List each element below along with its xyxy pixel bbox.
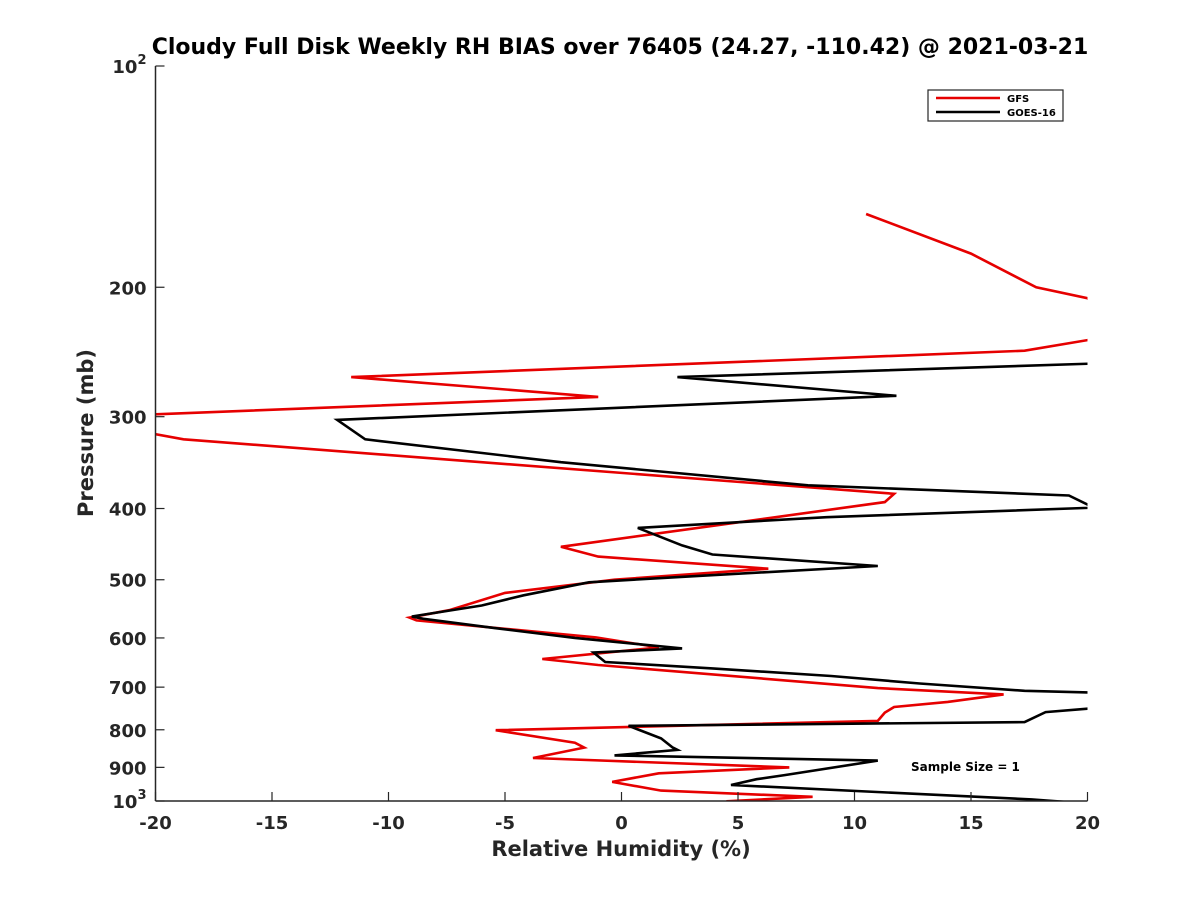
legend-box [927, 89, 1064, 122]
y-tick-label-base: 900 [109, 758, 147, 779]
x-tick-label: -5 [495, 813, 515, 834]
x-tick-label: -20 [139, 813, 172, 834]
y-tick-label-base: 700 [109, 678, 147, 699]
x-tick-label: 0 [615, 813, 628, 834]
y-tick-label: 500 [109, 571, 147, 592]
series-line-gfs [155, 212, 1088, 801]
y-tick-label: 103 [112, 788, 146, 813]
y-tick-label: 900 [109, 758, 147, 779]
x-tick-label: 20 [1075, 813, 1100, 834]
y-tick-label-exponent: 2 [137, 53, 146, 68]
y-tick-label: 700 [109, 678, 147, 699]
y-tick-label: 200 [109, 278, 147, 299]
series-layer [155, 212, 1088, 801]
tick-labels: -20 -15 -10 -5 0 5 10 15 20102200300400500600700… [109, 53, 1100, 834]
legend: GFS GOES-16 [927, 89, 1064, 122]
y-tick-label-base: 800 [109, 721, 147, 742]
y-tick-label: 800 [109, 721, 147, 742]
y-tick-label-base: 200 [109, 278, 147, 299]
x-axis-label: Relative Humidity (%) [491, 837, 750, 861]
sample-size-annotation: Sample Size = 1 [911, 760, 1020, 774]
y-tick-label-base: 400 [109, 500, 147, 521]
y-axis-label: Pressure (mb) [74, 349, 98, 517]
y-tick-label: 102 [112, 53, 146, 78]
y-tick-label: 300 [109, 408, 147, 429]
y-tick-label-base: 10 [112, 792, 137, 813]
legend-label-gfs: GFS [1007, 94, 1029, 105]
y-tick-label-exponent: 3 [137, 788, 146, 803]
x-tick-label: -10 [372, 813, 405, 834]
legend-label-goes-16: GOES-16 [1007, 108, 1056, 119]
x-tick-label: 5 [732, 813, 745, 834]
y-tick-label-base: 500 [109, 571, 147, 592]
x-tick-label: 10 [842, 813, 867, 834]
y-tick-label: 400 [109, 500, 147, 521]
chart-title: Cloudy Full Disk Weekly RH BIAS over 764… [152, 35, 1089, 60]
series-line-goes-16 [333, 362, 1088, 801]
x-tick-label: -15 [256, 813, 289, 834]
y-tick-label-base: 10 [112, 57, 137, 78]
y-tick-label: 600 [109, 629, 147, 650]
y-tick-label-base: 300 [109, 408, 147, 429]
y-tick-label-base: 600 [109, 629, 147, 650]
x-tick-label: 15 [958, 813, 983, 834]
